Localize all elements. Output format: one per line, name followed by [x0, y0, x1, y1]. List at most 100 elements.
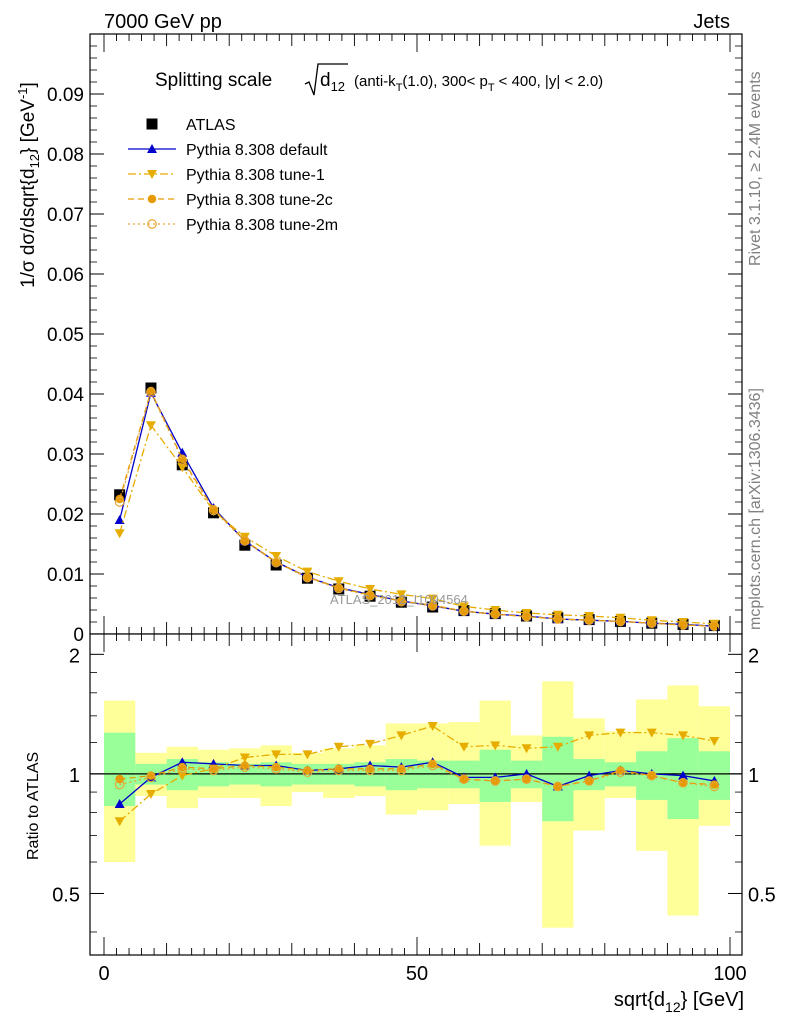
data-point-pythia-8-308-tune-1: [271, 552, 282, 561]
ratio-point-pythia-8-308-tune-1: [427, 721, 438, 731]
data-point-pythia-8-308-tune-2c: [303, 572, 312, 582]
ratio-line-pythia-8-308-tune-1: [119, 725, 715, 822]
ratio-point-pythia-8-308-tune-2m: [396, 765, 407, 776]
data-point-pythia-8-308-tune-2c: [365, 590, 375, 600]
ratio-point-pythia-8-308-tune-2m: [365, 765, 375, 776]
data-point-pythia-8-308-tune-2m: [709, 621, 720, 632]
data-point-pythia-8-308-tune-1: [302, 567, 313, 577]
ratio-line-pythia-8-308-default: [119, 761, 715, 805]
data-point-pythia-8-308-tune-2c: [334, 583, 343, 593]
process-label: Jets: [693, 11, 730, 33]
legend-label-pythia-8-308-tune-1: Pythia 8.308 tune-1: [186, 167, 325, 184]
data-point-pythia-8-308-tune-2c: [678, 620, 688, 630]
ratio-point-pythia-8-308-tune-1: [302, 750, 313, 760]
x-tick-label: 0: [98, 963, 109, 985]
data-point-pythia-8-308-tune-2c: [271, 557, 281, 567]
data-point-pythia-8-308-tune-2m: [146, 387, 156, 398]
legend-label-pythia-8-308-tune-2m: Pythia 8.308 tune-2m: [186, 217, 338, 234]
ratio-point-pythia-8-308-tune-2m: [333, 765, 344, 776]
ratio-point-pythia-8-308-default: [114, 798, 125, 808]
ratio-line-pythia-8-308-tune-2m: [119, 764, 715, 788]
data-point-pythia-8-308-tune-2m: [584, 615, 595, 626]
ratio-point-pythia-8-308-tune-1: [646, 728, 657, 738]
ratio-point-pythia-8-308-tune-1: [615, 728, 626, 738]
ratio-point-pythia-8-308-tune-2c: [678, 778, 688, 787]
ratio-point-pythia-8-308-tune-1: [552, 742, 563, 752]
ratio-point-pythia-8-308-tune-1: [177, 771, 188, 781]
sqrt-symbol: [304, 63, 348, 96]
ratio-y-axis-label: Ratio to ATLAS: [25, 752, 42, 860]
main-y-tick-label: 0.03: [47, 445, 84, 466]
data-point-pythia-8-308-tune-2m: [552, 614, 563, 624]
main-data-layer: [114, 382, 720, 632]
main-y-tick-label: 0.06: [47, 265, 84, 286]
data-point-pythia-8-308-tune-2m: [114, 497, 125, 507]
ratio-point-pythia-8-308-tune-1: [458, 742, 469, 752]
data-point-pythia-8-308-tune-2m: [240, 536, 250, 546]
data-point-pythia-8-308-tune-2m: [333, 583, 344, 594]
data-point-pythia-8-308-tune-1: [177, 463, 188, 473]
ratio-point-pythia-8-308-tune-1: [678, 731, 689, 741]
ratio-point-pythia-8-308-tune-2m: [271, 763, 281, 774]
ratio-point-pythia-8-308-tune-1: [396, 731, 407, 741]
data-point-pythia-8-308-tune-2c: [616, 617, 625, 626]
data-point-pythia-8-308-default: [114, 515, 125, 524]
ratio-point-pythia-8-308-tune-2m: [302, 767, 313, 778]
ratio-frame: [89, 633, 743, 956]
data-point-pythia-8-308-tune-1: [145, 421, 156, 431]
ratio-point-pythia-8-308-tune-1: [490, 741, 501, 751]
ratio-point-pythia-8-308-tune-1: [145, 789, 156, 799]
ratio-y-tick-label-right: 1: [748, 765, 759, 787]
x-tick-label: 100: [713, 963, 746, 985]
x-tick-label: 50: [406, 963, 428, 985]
rivet-label: Rivet 3.1.10, ≥ 2.4M events: [747, 71, 764, 266]
ratio-y-tick-label: 2: [69, 645, 80, 667]
ratio-point-pythia-8-308-tune-1: [521, 744, 532, 754]
data-point-pythia-8-308-tune-2c: [522, 612, 531, 621]
data-point-pythia-8-308-tune-2m: [365, 590, 375, 601]
data-point-pythia-8-308-tune-2m: [678, 620, 688, 630]
x-axis-label: sqrt{d12} [GeV]: [614, 989, 744, 1015]
data-point-pythia-8-308-tune-1: [114, 529, 125, 539]
main-y-tick-label: 0: [73, 625, 84, 646]
analysis-watermark: ATLAS_2012_I1094564: [330, 592, 468, 607]
data-point-pythia-8-308-tune-2c: [553, 614, 563, 624]
ratio-y-tick-label-right: 2: [748, 645, 759, 667]
mcplots-label: mcplots.cern.ch [arXiv:1306.3436]: [747, 388, 764, 630]
legend-marker-pythia-8-308-tune-2m: [147, 219, 157, 229]
legend-marker-pythia-8-308-tune-1: [147, 170, 157, 179]
ratio-point-pythia-8-308-tune-2m: [208, 765, 219, 776]
ratio-point-pythia-8-308-tune-2m: [427, 760, 438, 771]
ratio-point-pythia-8-308-tune-2m: [646, 770, 657, 781]
ratio-point-pythia-8-308-tune-2m: [146, 772, 156, 783]
ratio-point-pythia-8-308-tune-2m: [709, 781, 720, 792]
data-point-pythia-8-308-tune-1: [396, 590, 407, 600]
ratio-point-pythia-8-308-tune-1: [114, 817, 125, 827]
data-point-pythia-8-308-tune-2m: [646, 618, 657, 629]
main-y-tick-label: 0.04: [47, 385, 84, 406]
legend-marker-pythia-8-308-default: [147, 144, 157, 153]
legend-marker-atlas: [146, 118, 158, 130]
main-y-tick-label: 0.02: [47, 505, 84, 526]
stat-uncertainty-band: [698, 751, 730, 800]
legend: ATLAS Pythia 8.308 default Pythia 8.308 tu…: [128, 117, 338, 234]
title-selection: (anti-kT(1.0), 300< pT < 400, |y| < 2.0): [354, 73, 603, 94]
main-y-axis-label: 1/σ dσ/dsqrt{d12} [GeV-1]: [15, 82, 42, 288]
data-point-pythia-8-308-tune-2m: [177, 455, 188, 465]
ratio-point-pythia-8-308-tune-2m: [584, 776, 595, 786]
main-y-tick-label: 0.08: [47, 145, 84, 166]
data-point-pythia-8-308-tune-2m: [490, 609, 501, 620]
stat-uncertainty-band: [104, 732, 136, 807]
ratio-point-pythia-8-308-tune-2m: [678, 777, 688, 788]
ratio-point-pythia-8-308-tune-2m: [521, 774, 532, 784]
ratio-point-pythia-8-308-tune-1: [584, 731, 595, 741]
data-point-pythia-8-308-tune-2c: [647, 618, 656, 628]
ratio-y-tick-label: 0.5: [52, 884, 80, 906]
data-point-pythia-8-308-tune-2m: [427, 600, 438, 611]
ratio-point-pythia-8-308-tune-1: [271, 750, 282, 760]
ratio-point-pythia-8-308-tune-2m: [114, 779, 125, 790]
data-point-pythia-8-308-tune-1: [365, 585, 376, 594]
ratio-point-pythia-8-308-tune-2m: [177, 763, 188, 774]
ratio-point-pythia-8-308-tune-2m: [490, 776, 501, 786]
title-d12: d12: [320, 70, 345, 94]
